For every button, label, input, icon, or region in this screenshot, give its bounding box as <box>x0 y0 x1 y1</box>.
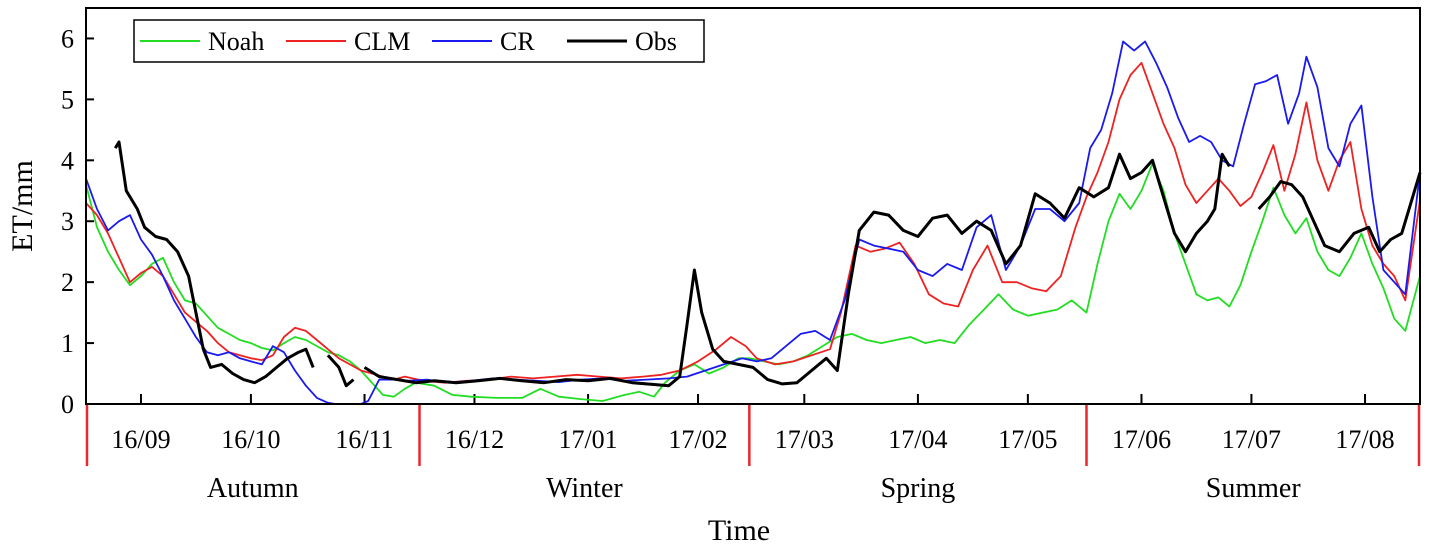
x-tick-label: 17/04 <box>888 425 947 454</box>
series-clm <box>85 61 1421 384</box>
x-axis: 16/09 16/10 16/11 16/12 17/01 17/02 17/03 17/04… <box>111 394 1395 454</box>
x-tick-label: 17/06 <box>1112 425 1171 454</box>
x-axis-label: Time <box>708 514 770 547</box>
series-line-obs <box>114 140 315 385</box>
series-line-obs <box>326 354 355 388</box>
season-axis: Autumn Winter Spring Summer <box>85 404 1421 504</box>
y-tick-label: 3 <box>61 207 74 236</box>
season-label-summer: Summer <box>1206 473 1302 504</box>
x-tick-label: 16/11 <box>335 425 393 454</box>
season-label-autumn: Autumn <box>207 473 299 504</box>
series-line-cr <box>85 40 1421 405</box>
y-tick-label: 5 <box>61 85 74 114</box>
series-lines <box>85 40 1422 405</box>
y-tick-label: 0 <box>61 390 74 419</box>
legend-label-noah: Noah <box>208 27 264 56</box>
y-axis: 0 1 2 3 4 5 6 <box>61 24 94 419</box>
series-obs <box>114 140 1422 388</box>
y-axis-label: ET/mm <box>6 160 39 252</box>
x-tick-label: 17/05 <box>998 425 1057 454</box>
x-tick-label: 17/07 <box>1222 425 1281 454</box>
x-tick-label: 17/08 <box>1335 425 1394 454</box>
x-tick-label: 17/02 <box>668 425 727 454</box>
legend-label-cr: CR <box>500 27 535 56</box>
series-line-clm <box>85 61 1421 384</box>
x-tick-label: 17/01 <box>558 425 617 454</box>
y-tick-label: 6 <box>61 24 74 53</box>
series-line-obs <box>363 152 1231 388</box>
x-tick-label: 17/03 <box>775 425 834 454</box>
y-tick-label: 4 <box>61 146 74 175</box>
x-tick-label: 16/09 <box>111 425 170 454</box>
legend: Noah CLM CR Obs <box>133 19 705 63</box>
plot-background <box>86 8 1420 404</box>
series-line-obs <box>1257 172 1422 254</box>
season-label-spring: Spring <box>881 473 956 504</box>
series-cr <box>85 40 1421 405</box>
season-label-winter: Winter <box>546 473 623 504</box>
legend-label-obs: Obs <box>635 27 677 56</box>
plot-frame <box>85 7 1421 405</box>
x-tick-label: 16/10 <box>221 425 280 454</box>
legend-label-clm: CLM <box>354 27 410 56</box>
y-tick-label: 2 <box>61 268 74 297</box>
y-tick-label: 1 <box>61 329 74 358</box>
x-tick-label: 16/12 <box>445 425 504 454</box>
